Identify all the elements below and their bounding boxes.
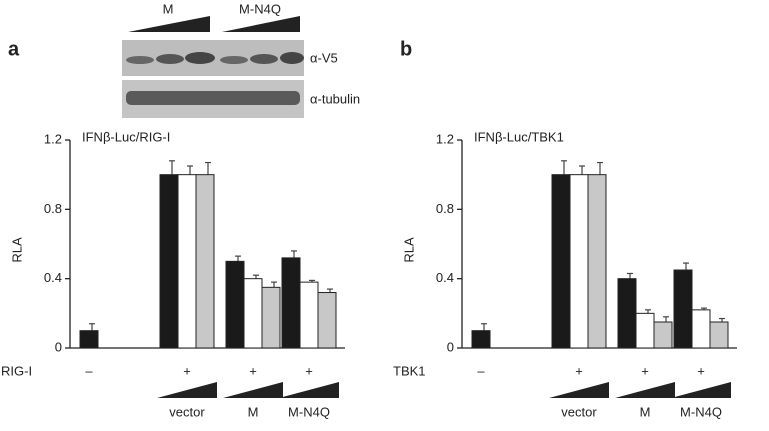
bar <box>299 281 319 349</box>
bar <box>587 174 607 349</box>
dose-triangle <box>157 382 217 398</box>
chart-title: IFNβ-Luc/RIG-I <box>82 129 170 144</box>
bar <box>79 330 99 349</box>
bar <box>691 309 711 349</box>
western-blot <box>122 16 304 118</box>
x-sublabel: M-N4Q <box>680 404 722 419</box>
bar <box>569 174 589 349</box>
x-tick-label: + <box>305 363 313 378</box>
chart-title: IFNβ-Luc/TBK1 <box>474 129 564 144</box>
x-axis-label: RIG-I <box>1 363 32 378</box>
blot-group-label: M <box>163 1 174 16</box>
bar <box>261 286 281 349</box>
bar <box>471 330 491 349</box>
bar <box>281 257 301 349</box>
y-tick-label: 0.4 <box>44 270 62 285</box>
blot-row-label: α-tubulin <box>310 91 360 106</box>
x-sublabel: M <box>640 404 651 419</box>
y-tick-label: 0.8 <box>436 201 454 216</box>
x-axis-label: TBK1 <box>393 363 426 378</box>
x-tick-label: – <box>477 363 485 378</box>
y-axis-label: RLA <box>401 237 416 263</box>
dose-triangle <box>671 382 731 398</box>
bar <box>635 312 655 349</box>
x-tick-label: – <box>85 363 93 378</box>
y-tick-label: 0 <box>55 339 62 354</box>
dose-triangle <box>615 382 675 398</box>
x-tick-label: + <box>249 363 257 378</box>
y-tick-label: 0.8 <box>44 201 62 216</box>
bar <box>243 278 263 349</box>
bar <box>159 174 179 349</box>
dose-triangle <box>222 16 300 32</box>
bar <box>177 174 197 349</box>
bar <box>653 321 673 349</box>
blot-group-label: M-N4Q <box>239 1 281 16</box>
dose-triangle <box>223 382 283 398</box>
bar <box>195 174 215 349</box>
panel-label: a <box>8 38 20 60</box>
bar <box>709 321 729 349</box>
bar <box>617 278 637 349</box>
y-tick-label: 0 <box>447 339 454 354</box>
dose-triangle <box>279 382 339 398</box>
dose-triangle <box>549 382 609 398</box>
bar <box>225 260 245 349</box>
x-sublabel: vector <box>169 404 205 419</box>
x-tick-label: + <box>697 363 705 378</box>
x-tick-label: + <box>641 363 649 378</box>
dose-triangle <box>128 16 210 32</box>
bar <box>551 174 571 349</box>
blot-row-label: α-V5 <box>310 50 338 65</box>
y-tick-label: 1.2 <box>436 131 454 146</box>
x-tick-label: + <box>575 363 583 378</box>
x-sublabel: M <box>248 404 259 419</box>
panel-label: b <box>400 38 412 60</box>
y-tick-label: 0.4 <box>436 270 454 285</box>
y-tick-label: 1.2 <box>44 131 62 146</box>
x-tick-label: + <box>183 363 191 378</box>
bar <box>673 269 693 349</box>
blot-bands <box>126 52 304 105</box>
x-sublabel: vector <box>561 404 597 419</box>
y-axis-label: RLA <box>9 237 24 263</box>
x-sublabel: M-N4Q <box>288 404 330 419</box>
bar <box>317 292 337 349</box>
